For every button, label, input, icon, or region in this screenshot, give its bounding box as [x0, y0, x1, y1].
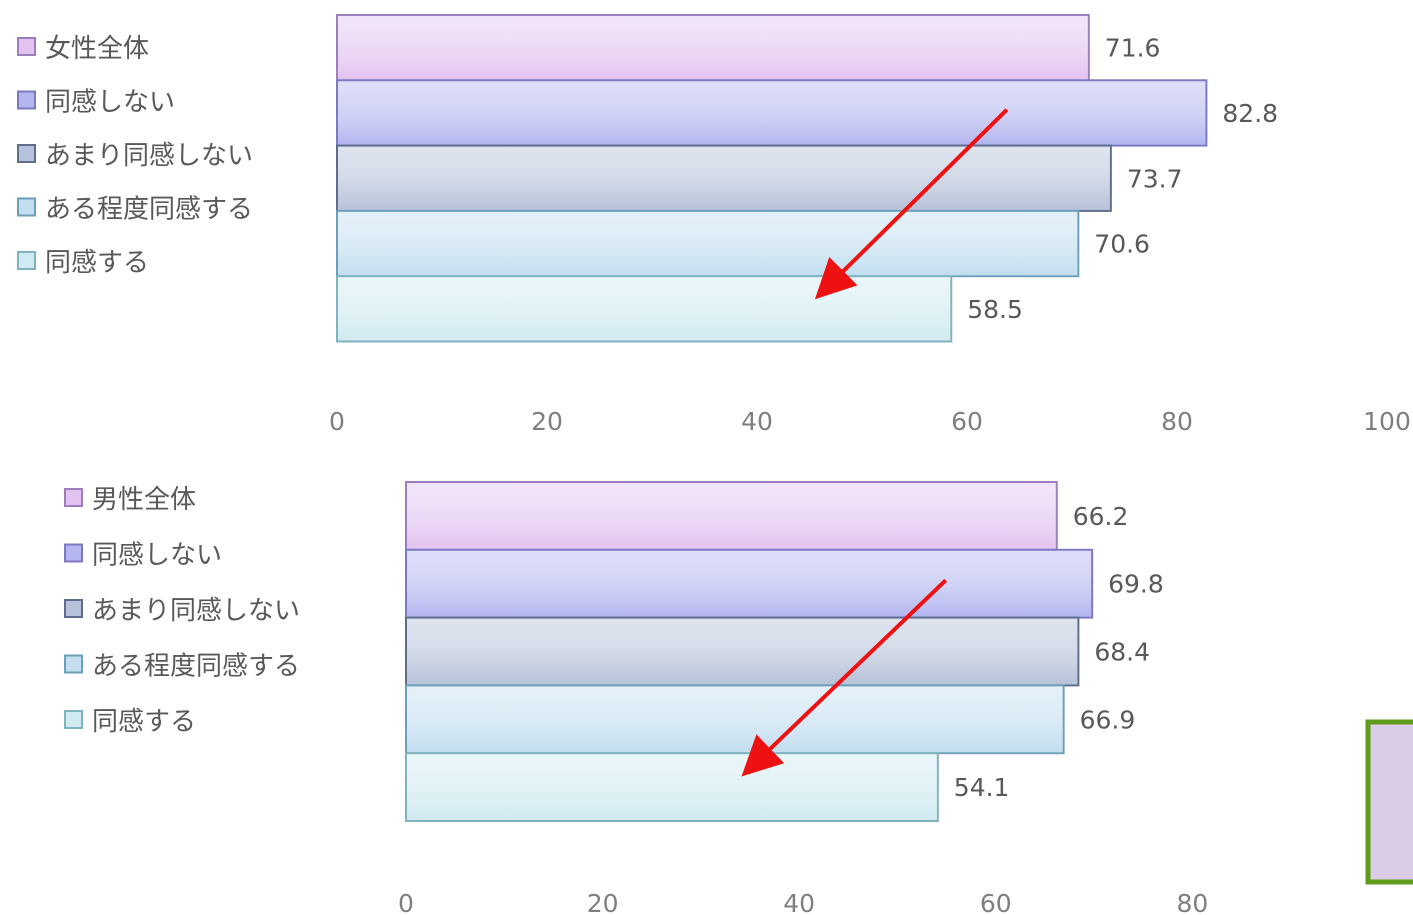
legend-label: ある程度同感する	[45, 195, 253, 225]
legend-label: 同感する	[45, 248, 149, 278]
legend-swatch	[64, 710, 83, 729]
legend-swatch	[17, 251, 36, 270]
bar-sheen	[407, 483, 1056, 549]
legend-label: 同感しない	[45, 88, 175, 118]
bar-sheen	[338, 211, 1078, 276]
x-tick-label: 60	[980, 889, 1012, 915]
x-tick-label: 40	[741, 407, 773, 436]
partial-note-box	[1365, 719, 1413, 885]
bar-sheen	[338, 146, 1110, 210]
legend-swatch	[64, 543, 83, 563]
legend-label: 男性全体	[92, 485, 196, 515]
bar-value-label: 58.5	[967, 295, 1023, 324]
legend-swatch	[17, 197, 36, 217]
bar-sheen	[338, 277, 951, 341]
legend-label: ある程度同感する	[92, 652, 300, 682]
trend-arrow	[814, 108, 1009, 300]
legend-label: 女性全体	[45, 34, 149, 64]
x-tick-label: 0	[398, 889, 414, 915]
legend-label: あまり同感しない	[45, 141, 253, 171]
bar-value-label: 82.8	[1222, 99, 1278, 128]
trend-arrow	[741, 578, 948, 777]
legend-swatch	[64, 599, 83, 618]
x-tick-label: 0	[329, 407, 345, 436]
legend-swatch	[64, 488, 83, 507]
bar-sheen	[407, 686, 1063, 753]
bar-value-label: 66.9	[1080, 705, 1136, 734]
female-chart: 71.6 82.8 73.7 70.6 58.5 0 20 40 60 80 100 女性全体同感しな…	[17, 14, 1411, 436]
bar-value-label: 71.6	[1105, 34, 1161, 63]
x-tick-label: 20	[587, 889, 619, 915]
legend-swatch	[17, 37, 36, 56]
bar-sheen	[407, 618, 1078, 685]
legend-label: あまり同感しない	[92, 596, 300, 626]
bar-sheen	[407, 550, 1092, 617]
x-tick-label: 40	[783, 889, 815, 915]
bar-value-label: 69.8	[1108, 570, 1164, 599]
x-tick-label: 100	[1363, 407, 1411, 436]
legend-swatch	[17, 144, 36, 163]
bar-value-label: 70.6	[1094, 230, 1150, 259]
x-tick-label: 80	[1161, 407, 1193, 436]
legend-swatch	[17, 90, 36, 110]
bar-value-label: 73.7	[1127, 164, 1183, 193]
bar-value-label: 54.1	[954, 773, 1010, 802]
bar-sheen	[338, 81, 1206, 145]
bar-sheen	[407, 754, 937, 820]
x-tick-label: 80	[1176, 889, 1208, 915]
x-tick-label: 20	[531, 407, 563, 436]
legend-swatch	[64, 654, 83, 674]
x-tick-label: 60	[951, 407, 983, 436]
bar-value-label: 66.2	[1073, 502, 1129, 531]
legend-label: 同感しない	[92, 541, 222, 571]
male-chart: 66.2 69.8 68.4 66.9 54.1 0 20 40 60 80 男性全体同感しないあま…	[64, 481, 1208, 915]
bar-value-label: 68.4	[1094, 638, 1150, 667]
legend-label: 同感する	[92, 707, 196, 737]
bar-sheen	[338, 16, 1088, 80]
